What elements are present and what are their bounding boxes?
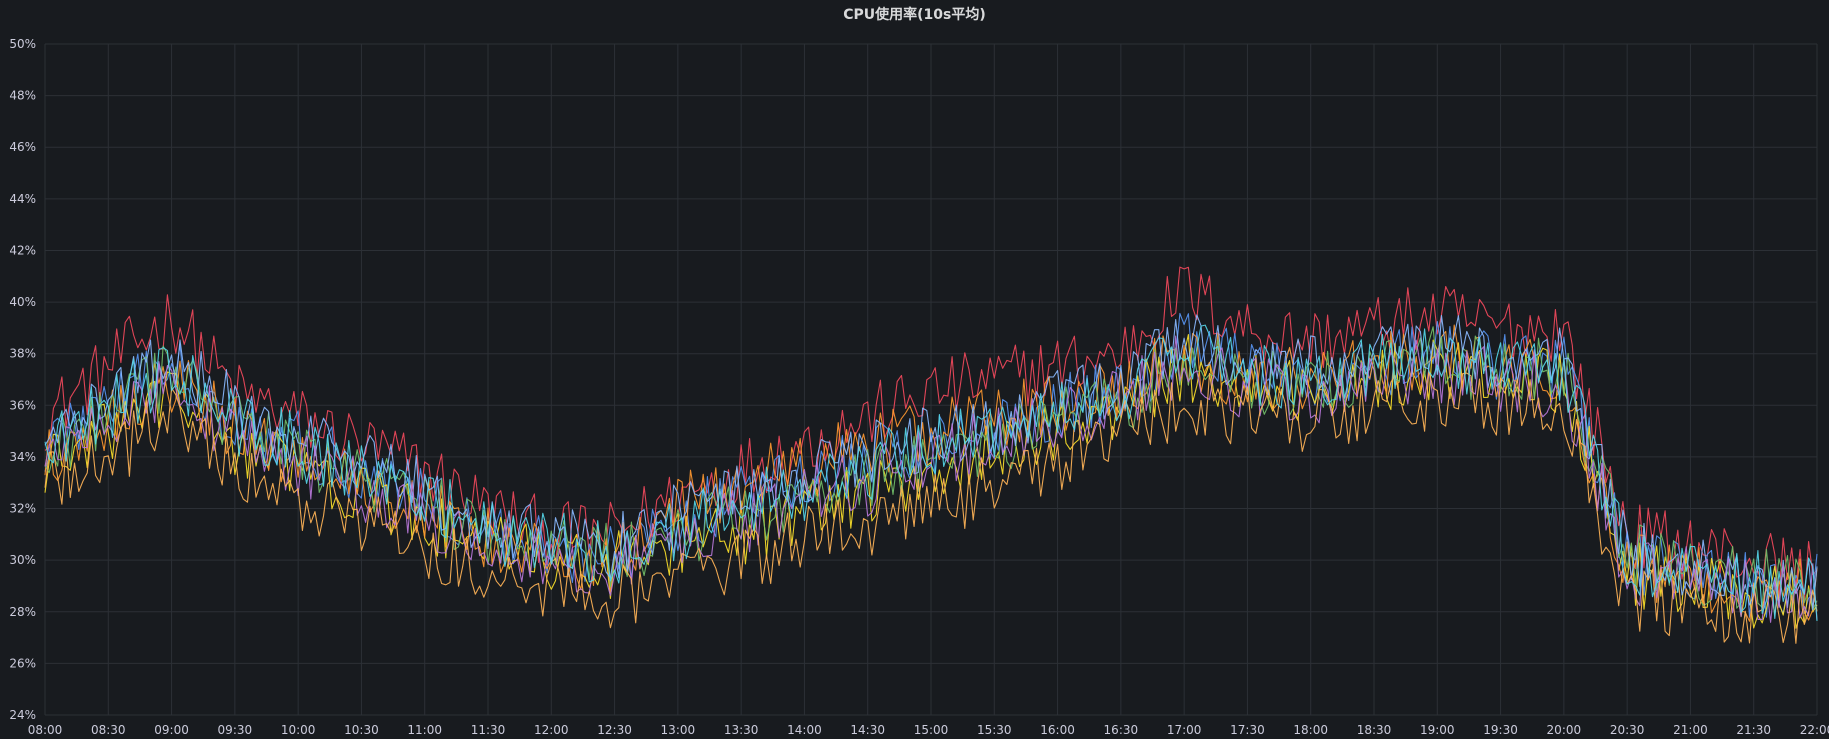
x-tick-label: 08:30 [91,723,126,737]
series-line [44,326,1818,612]
series-line [44,333,1818,629]
x-tick-label: 19:30 [1483,723,1518,737]
x-tick-label: 16:00 [1040,723,1075,737]
x-tick-label: 11:30 [471,723,506,737]
x-tick-label: 09:30 [218,723,253,737]
y-tick-label: 30% [9,553,36,567]
x-tick-label: 17:00 [1167,723,1202,737]
x-tick-label: 10:30 [344,723,379,737]
y-tick-label: 38% [9,347,36,361]
y-tick-label: 42% [9,243,36,257]
x-tick-label: 15:30 [977,723,1012,737]
y-tick-label: 28% [9,605,36,619]
x-tick-label: 08:00 [28,723,63,737]
x-tick-label: 20:00 [1547,723,1582,737]
y-tick-label: 46% [9,140,36,154]
y-tick-label: 24% [9,708,36,722]
chart-title: CPU使用率(10s平均) [843,7,986,23]
y-tick-label: 50% [9,37,36,51]
x-tick-label: 20:30 [1610,723,1645,737]
x-tick-label: 11:00 [407,723,442,737]
y-tick-label: 32% [9,502,36,516]
y-tick-label: 44% [9,192,36,206]
x-tick-label: 10:00 [281,723,316,737]
series-line [44,370,1818,644]
x-tick-label: 09:00 [154,723,189,737]
x-tick-label: 16:30 [1104,723,1139,737]
x-tick-label: 15:00 [914,723,949,737]
y-axis: 24% 26% 28% 30% 32% 34% 36% 38% 40% 42% 44% 46% 48% 5… [9,37,36,722]
x-tick-label: 13:30 [724,723,759,737]
y-tick-label: 48% [9,89,36,103]
series-line [44,324,1818,622]
y-tick-label: 36% [9,398,36,412]
x-tick-label: 13:00 [661,723,696,737]
y-tick-label: 26% [9,656,36,670]
y-tick-label: 40% [9,295,36,309]
x-tick-label: 12:00 [534,723,569,737]
series-lines [44,266,1818,644]
x-tick-label: 17:30 [1230,723,1265,737]
x-tick-label: 14:30 [850,723,885,737]
x-tick-label: 21:00 [1673,723,1708,737]
y-tick-label: 34% [9,450,36,464]
x-tick-label: 22:00 [1800,723,1829,737]
x-tick-label: 18:30 [1357,723,1392,737]
x-tick-label: 19:00 [1420,723,1455,737]
x-tick-label: 14:00 [787,723,822,737]
x-tick-label: 18:00 [1293,723,1328,737]
grid-lines [44,43,1818,716]
x-axis: 08:00 08:30 09:00 09:30 10:00 10:30 11:00 11:30… [28,723,1829,737]
x-tick-label: 21:30 [1736,723,1771,737]
x-tick-label: 12:30 [597,723,632,737]
